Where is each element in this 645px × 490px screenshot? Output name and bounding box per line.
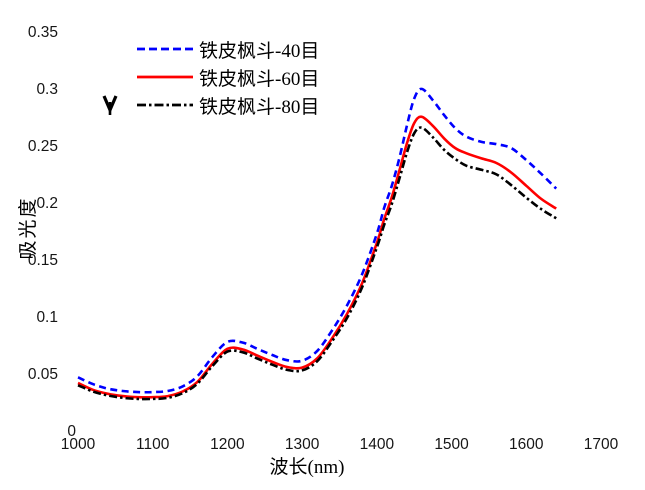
y-tick-label: 0 (67, 423, 76, 440)
legend-item-80mesh: 铁皮枫斗-80目 (136, 91, 319, 119)
legend-label-80mesh: 铁皮枫斗-80目 (199, 96, 320, 118)
legend-label-40mesh: 铁皮枫斗-40目 (199, 40, 320, 62)
y-tick-label: 0.2 (36, 195, 58, 212)
x-tick-label: 1100 (136, 436, 170, 453)
dashed-line-icon (137, 47, 193, 51)
x-tick-label: 1300 (284, 436, 320, 453)
series-line-1 (77, 87, 558, 394)
x-tick-label: 1600 (509, 436, 544, 453)
x-tick-label: 1700 (583, 436, 619, 453)
legend-item-40mesh: 铁皮枫斗-40目 (136, 35, 319, 63)
solid-line-icon (137, 75, 193, 79)
x-tick-label: 1400 (359, 436, 395, 453)
series-line-2 (77, 115, 557, 399)
y-tick-label: 0.05 (27, 366, 58, 383)
x-axis-title: 波长(nm) (269, 457, 345, 478)
x-tick-label: 1200 (210, 436, 245, 453)
y-tick-label: 0.35 (27, 24, 58, 41)
legend: 铁皮枫斗-40目 铁皮枫斗-60目 铁皮枫斗-80目 (136, 35, 319, 119)
y-axis-title: 吸光度 (18, 196, 39, 260)
y-tick-label: 0.25 (27, 138, 58, 155)
legend-item-60mesh: 铁皮枫斗-60目 (136, 63, 319, 91)
down-arrow-icon (102, 95, 118, 115)
dash-dot-line-icon (137, 103, 193, 107)
y-tick-label: 0.3 (36, 81, 58, 98)
legend-label-60mesh: 铁皮枫斗-60目 (199, 68, 320, 90)
y-tick-label: 0.1 (36, 309, 58, 326)
x-tick-label: 1000 (60, 436, 96, 453)
series-line-3 (77, 126, 557, 401)
y-tick-label: 0.15 (27, 252, 58, 269)
x-tick-label: 1500 (434, 436, 469, 453)
